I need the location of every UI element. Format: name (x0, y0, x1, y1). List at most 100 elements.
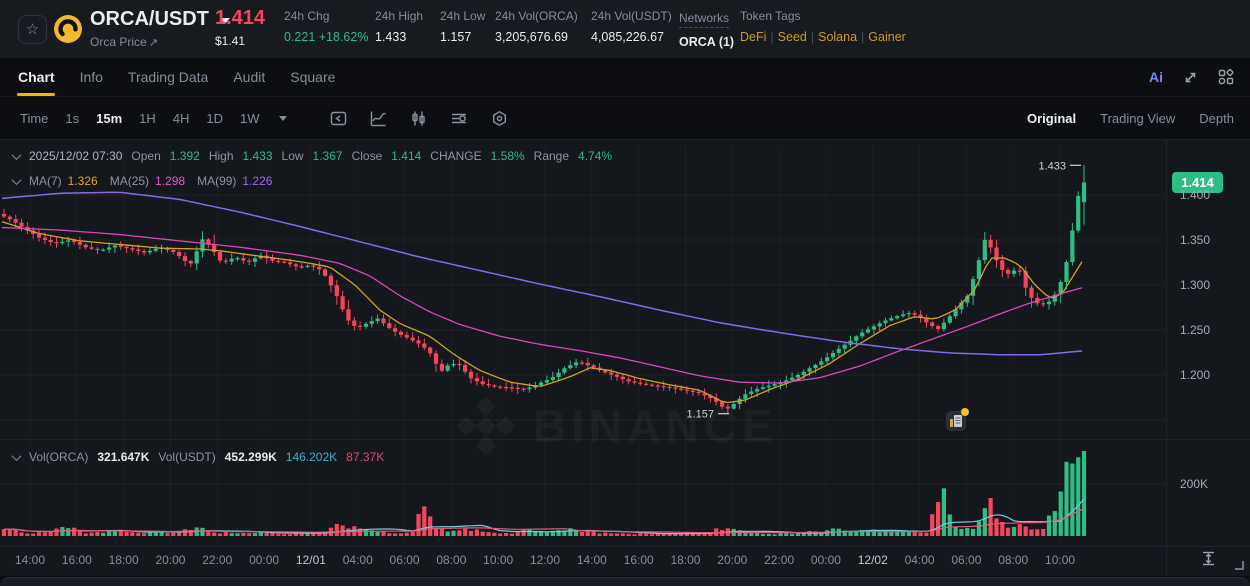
ohlc-value-range: 4.74% (578, 149, 613, 163)
pair-selector[interactable]: ORCA/USDT (90, 8, 231, 31)
pane-divider[interactable] (0, 439, 1250, 440)
candle-datetime: 2025/12/02 07:30 (29, 149, 123, 163)
time-tick-22-00-16: 22:00 (764, 553, 795, 567)
collapse-chevron-icon[interactable] (11, 149, 22, 160)
stat-token-tags: Token Tags DeFi | Seed | Solana | Gainer (740, 9, 906, 44)
ma-value: 1.226 (242, 174, 273, 188)
time-axis[interactable]: 14:00 16:00 18:00 20:00 22:00 00:00 12/01 04:00… (0, 546, 1166, 576)
time-tick-14-00-0: 14:00 (14, 553, 46, 567)
ma-item-ma-25-: MA(25) 1.298 (110, 174, 185, 188)
axis-scale-icon[interactable] (1199, 549, 1218, 568)
interval-1s[interactable]: 1s (65, 110, 80, 126)
star-icon: ☆ (25, 21, 40, 38)
chevron-down-icon (220, 17, 231, 24)
interval-1d[interactable]: 1D (206, 110, 224, 126)
time-label: Time (20, 110, 49, 126)
news-event-marker[interactable] (946, 408, 969, 431)
expand-fullscreen-icon[interactable] (1183, 70, 1198, 85)
ohlc-label-range: Range (533, 149, 570, 163)
orca-price-link[interactable]: Orca Price ↗ (90, 35, 158, 49)
time-tick-10-00-10: 10:00 (483, 553, 514, 567)
interval-dropdown-caret[interactable] (278, 115, 287, 121)
time-tick-08-00-9: 08:00 (436, 553, 467, 567)
high-annotation: 1.433 (1038, 160, 1066, 172)
interval-list: 1s 15m 1H 4H 1D 1W (65, 111, 259, 126)
time-tick-12-02-18: 12/02 (857, 553, 888, 567)
volume-info-row: Vol(ORCA) 321.647K Vol(USDT) 452.299K 14… (11, 450, 385, 464)
stat-24h-low: 24h Low 1.157 (440, 9, 486, 44)
view-original[interactable]: Original (1027, 110, 1077, 126)
time-tick-06-00-8: 06:00 (389, 553, 420, 567)
interval-15m[interactable]: 15m (96, 110, 123, 126)
last-price-block: 1.414 $1.41 (215, 7, 265, 48)
next-panel-edge (0, 577, 1250, 586)
ohlc-label-open: Open (131, 149, 161, 163)
ma-item-ma-7-: MA(7) 1.326 (29, 174, 98, 188)
collapse-chevron-icon[interactable] (11, 450, 22, 461)
time-tick-20-00-3: 20:00 (155, 553, 186, 567)
resize-corner-icon[interactable] (1235, 561, 1244, 570)
date-jump-icon[interactable] (330, 110, 347, 127)
stat-24h-high: 24h High 1.433 (375, 9, 424, 44)
price-tick-1.400: 1.400 (1180, 188, 1211, 202)
time-tick-04-00-7: 04:00 (342, 553, 373, 567)
time-tick-10-00-22: 10:00 (1045, 553, 1076, 567)
tab-chart[interactable]: Chart (18, 58, 55, 96)
stat-24h-vol-usdt: 24h Vol(USDT) 4,085,226.67 (591, 9, 672, 44)
tab-square[interactable]: Square (290, 69, 336, 85)
time-tick-18-00-14: 18:00 (670, 553, 701, 567)
time-tick-12-01-6: 12/01 (295, 553, 326, 567)
vol-ma-slow-value: 87.37K (346, 450, 385, 464)
interval-1w[interactable]: 1W (240, 110, 260, 126)
favorite-star-button[interactable]: ☆ (18, 15, 47, 44)
token-tag-solana[interactable]: Solana (818, 30, 858, 44)
ohlc-info-row: 2025/12/02 07:30 Open 1.392 High 1.433 Low 1.… (11, 149, 612, 163)
ma-value: 1.298 (155, 174, 186, 188)
tag-separator: | (861, 30, 865, 44)
collapse-chevron-icon[interactable] (11, 174, 22, 185)
low-annotation: 1.157 (686, 409, 714, 421)
interval-4h[interactable]: 4H (172, 110, 190, 126)
time-tick-22-00-4: 22:00 (202, 553, 233, 567)
layout-grid-icon[interactable] (1218, 69, 1234, 85)
vol-ma-fast-value: 146.202K (285, 450, 338, 464)
candlestick-chart[interactable]: 1.433 1.157 (0, 145, 1165, 575)
chart-style-icon[interactable] (370, 110, 387, 127)
ma-value: 1.326 (67, 174, 98, 188)
last-price-usd: $1.41 (215, 34, 246, 48)
ohlc-label-change: CHANGE (430, 149, 482, 163)
time-tick-18-00-2: 18:00 (108, 553, 139, 567)
token-tag-defi[interactable]: DeFi (740, 30, 767, 44)
interval-1h[interactable]: 1H (139, 110, 156, 126)
tag-separator: | (770, 30, 774, 44)
price-axis[interactable]: 1.414 1.400 1.350 1.300 1.250 1.200 200K (1167, 140, 1250, 576)
tab-info[interactable]: Info (79, 69, 103, 85)
section-tabs: Chart Info Trading Data Audit Square (0, 58, 1250, 96)
stat-networks[interactable]: Networks ORCA (1) (679, 11, 735, 49)
price-tick-1.200: 1.200 (1180, 368, 1211, 382)
tab-audit[interactable]: Audit (233, 69, 266, 85)
ma-label: MA(99) (197, 174, 237, 188)
time-tick-20-00-15: 20:00 (717, 553, 748, 567)
indicators-icon[interactable] (450, 110, 468, 127)
tab-trading-data[interactable]: Trading Data (127, 69, 209, 85)
view-trading-view[interactable]: Trading View (1100, 110, 1176, 126)
time-tick-00-00-5: 00:00 (249, 553, 280, 567)
token-tag-gainer[interactable]: Gainer (868, 30, 906, 44)
candle-type-icon[interactable] (410, 110, 427, 127)
vol-orca-value: 321.647K (97, 450, 150, 464)
ohlc-values: Open 1.392 High 1.433 Low 1.367 Close 1.414 CHAN… (131, 149, 612, 163)
ai-assistant-button[interactable]: Ai (1149, 69, 1163, 85)
price-tick-1.300: 1.300 (1180, 278, 1211, 292)
ohlc-value-low: 1.367 (312, 149, 343, 163)
token-tag-seed[interactable]: Seed (777, 30, 807, 44)
tag-separator: | (810, 30, 815, 44)
ohlc-value-high: 1.433 (242, 149, 273, 163)
chart-settings-gear-icon[interactable] (491, 110, 508, 127)
ohlc-label-low: Low (281, 149, 304, 163)
view-depth[interactable]: Depth (1199, 110, 1234, 126)
time-tick-14-00-12: 14:00 (576, 553, 607, 567)
time-tick-16-00-13: 16:00 (623, 553, 654, 567)
